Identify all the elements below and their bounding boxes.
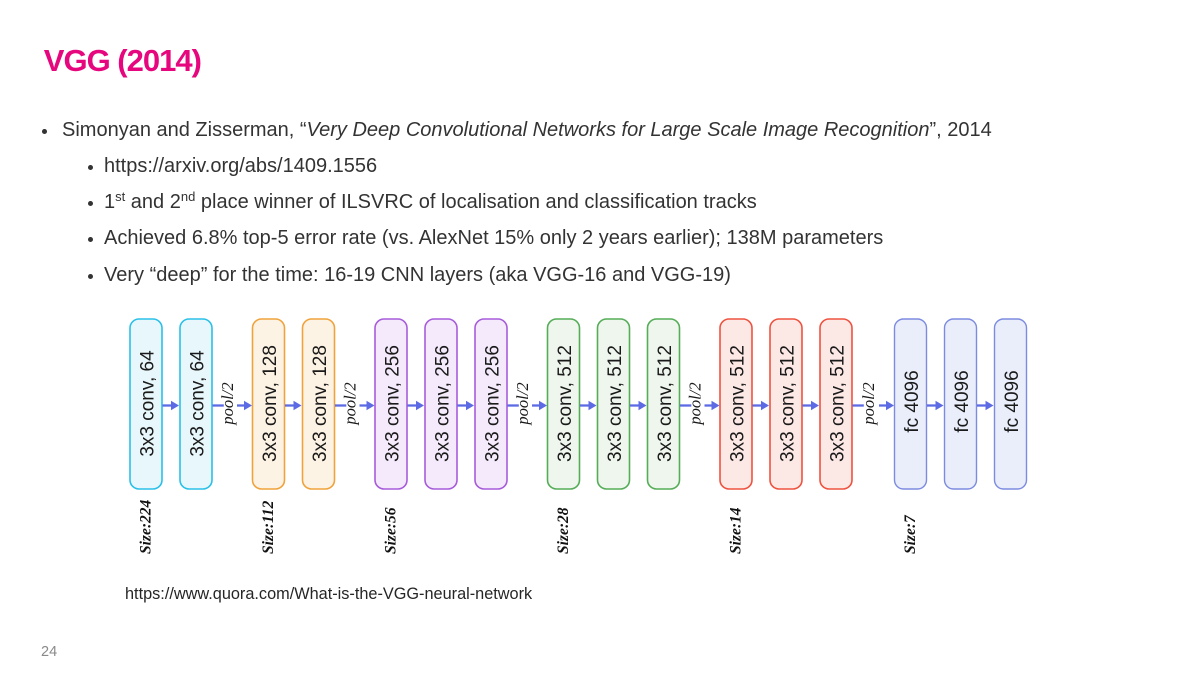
svg-text:3x3 conv, 512: 3x3 conv, 512	[777, 345, 798, 462]
svg-text:3x3 conv, 256: 3x3 conv, 256	[382, 345, 403, 462]
svg-text:Size:28: Size:28	[555, 507, 572, 554]
svg-text:3x3 conv, 128: 3x3 conv, 128	[310, 345, 331, 462]
svg-text:3x3 conv, 256: 3x3 conv, 256	[482, 345, 503, 462]
svg-text:pool/2: pool/2	[218, 382, 237, 425]
svg-text:3x3 conv, 64: 3x3 conv, 64	[187, 350, 208, 457]
svg-text:fc 4096: fc 4096	[1002, 370, 1023, 432]
svg-text:fc 4096: fc 4096	[902, 370, 923, 432]
svg-text:pool/2: pool/2	[341, 382, 360, 425]
svg-text:3x3 conv, 512: 3x3 conv, 512	[655, 345, 676, 462]
svg-text:pool/2: pool/2	[859, 382, 878, 425]
svg-text:pool/2: pool/2	[686, 382, 705, 425]
svg-text:3x3 conv, 512: 3x3 conv, 512	[605, 345, 626, 462]
svg-text:3x3 conv, 128: 3x3 conv, 128	[260, 345, 281, 462]
svg-text:Size:14: Size:14	[728, 507, 745, 554]
svg-text:3x3 conv, 512: 3x3 conv, 512	[555, 345, 576, 462]
svg-text:pool/2: pool/2	[513, 382, 532, 425]
svg-text:Size:7: Size:7	[902, 514, 919, 554]
svg-text:3x3 conv, 512: 3x3 conv, 512	[827, 345, 848, 462]
svg-text:3x3 conv, 64: 3x3 conv, 64	[137, 350, 158, 457]
svg-text:Size:224: Size:224	[138, 500, 155, 555]
svg-text:3x3 conv, 256: 3x3 conv, 256	[432, 345, 453, 462]
svg-text:3x3 conv, 512: 3x3 conv, 512	[727, 345, 748, 462]
svg-text:fc 4096: fc 4096	[952, 370, 973, 432]
svg-text:Size:56: Size:56	[383, 507, 400, 554]
svg-text:Size:112: Size:112	[260, 500, 277, 554]
